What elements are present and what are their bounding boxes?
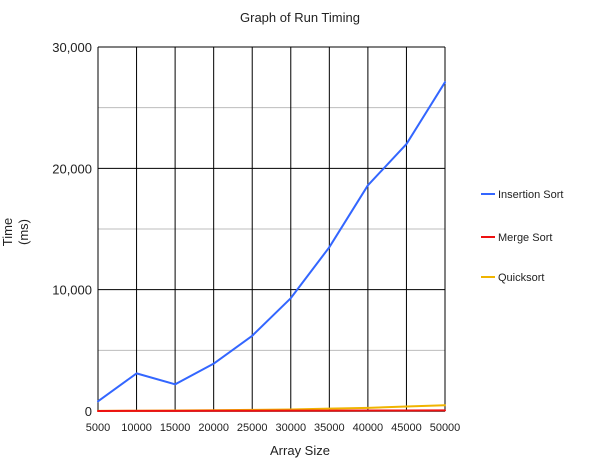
x-tick-label: 30000	[275, 422, 306, 434]
x-tick-label: 25000	[237, 422, 268, 434]
y-tick-label: 0	[85, 404, 92, 419]
x-tick-label: 10000	[121, 422, 152, 434]
series-lines	[97, 81, 446, 412]
x-axis-title: Array Size	[270, 443, 330, 458]
chart-title: Graph of Run Timing	[240, 10, 360, 25]
y-tick-label: 30,000	[52, 40, 92, 55]
y-tick-label: 10,000	[52, 283, 92, 298]
x-tick-label: 35000	[314, 422, 345, 434]
y-axis-title: Time(ms)	[0, 218, 31, 246]
legend-label: Quicksort	[498, 272, 544, 284]
y-axis-title-line: (ms)	[16, 219, 31, 245]
tick-labels: 0 10,000 20,000 30,000 5000 10000 15000 20000 25…	[52, 40, 460, 434]
series-line	[97, 81, 446, 403]
x-tick-label: 20000	[198, 422, 229, 434]
y-tick-label: 20,000	[52, 161, 92, 176]
x-tick-label: 50000	[430, 422, 461, 434]
x-tick-label: 5000	[86, 422, 110, 434]
x-tick-label: 15000	[160, 422, 191, 434]
y-axis-title-line: Time	[0, 218, 15, 246]
series-line	[97, 409, 446, 412]
legend-label: Merge Sort	[498, 232, 552, 244]
x-tick-label: 45000	[391, 422, 422, 434]
legend-label: Insertion Sort	[498, 189, 563, 201]
legend: Insertion Sort Merge Sort Quicksort	[481, 189, 563, 284]
x-tick-label: 40000	[353, 422, 384, 434]
grid	[97, 46, 446, 411]
